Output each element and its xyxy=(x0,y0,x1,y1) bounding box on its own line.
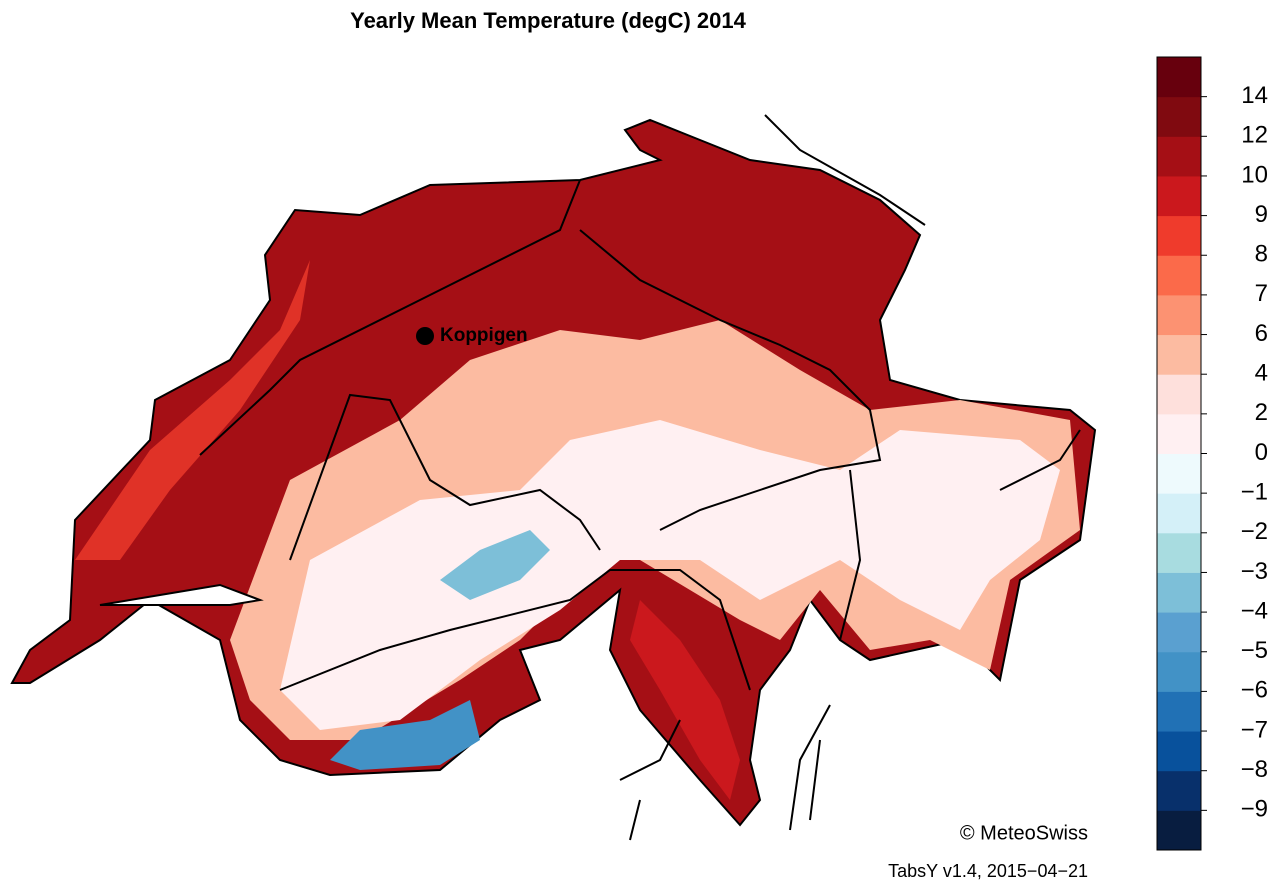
lake-geneva xyxy=(99,583,264,606)
colorbar-segment xyxy=(1157,731,1201,772)
location-label: Koppigen xyxy=(440,325,528,346)
colorbar-tick-label: −8 xyxy=(1241,756,1268,783)
map-title: Yearly Mean Temperature (degC) 2014 xyxy=(350,8,747,33)
colorbar-segment xyxy=(1157,770,1201,811)
colorbar-tick-label: 2 xyxy=(1255,399,1268,426)
colorbar-segment xyxy=(1157,413,1201,454)
colorbar-tick-label: −9 xyxy=(1241,796,1268,823)
canton-borders xyxy=(199,179,1081,691)
colorbar-segment xyxy=(1157,294,1201,336)
southern-valley xyxy=(630,600,740,800)
southern-lakes xyxy=(619,704,831,841)
colorbar-segment xyxy=(1157,493,1201,534)
glacier-region xyxy=(330,700,480,770)
colorbar-tick-label: 10 xyxy=(1241,161,1268,188)
colorbar-tick-label: 7 xyxy=(1255,280,1268,307)
colorbar-segment xyxy=(1157,532,1201,573)
colorbar-tick-label: 6 xyxy=(1255,320,1268,347)
colorbar-tick-label: 12 xyxy=(1241,122,1268,149)
colorbar-segment xyxy=(1157,334,1201,375)
glacier-region xyxy=(440,530,550,600)
colorbar-tick-label: 9 xyxy=(1255,201,1268,228)
colorbar-tick-label: 14 xyxy=(1241,82,1268,109)
colorbar-segment xyxy=(1157,57,1201,98)
colorbar-segment xyxy=(1157,215,1201,256)
colorbar-tick-label: −6 xyxy=(1241,677,1268,704)
temperature-map: Koppigen xyxy=(10,114,1097,841)
colorbar-tick-label: −7 xyxy=(1241,716,1268,743)
colorbar-segment xyxy=(1157,175,1201,217)
colorbar-segment xyxy=(1157,374,1201,415)
colorbar-tick-label: 0 xyxy=(1255,439,1268,466)
colorbar-segment xyxy=(1157,136,1201,177)
colorbar: −9 −8 −7 −6 −5 −4 −3 −2 −1 0 2 4 6 7 8 9 10 12 14 xyxy=(1156,56,1268,851)
colorbar-segment xyxy=(1157,810,1201,851)
colorbar-tick-label: −3 xyxy=(1241,558,1268,585)
high-alpine-region xyxy=(280,420,1060,730)
colorbar-tick-label: −1 xyxy=(1241,478,1268,505)
colorbar-segment xyxy=(1157,612,1201,653)
colorbar-tick-label: −5 xyxy=(1241,637,1268,664)
lake-constance xyxy=(764,114,926,226)
colorbar-segment xyxy=(1157,572,1201,613)
colorbar-segment xyxy=(1157,255,1201,296)
colorbar-segment xyxy=(1157,691,1201,732)
colorbar-tick-label: −2 xyxy=(1241,518,1268,545)
lowland-band xyxy=(75,260,310,560)
location-marker xyxy=(416,327,434,345)
colorbar-segment xyxy=(1157,453,1201,494)
colorbar-tick-label: 8 xyxy=(1255,241,1268,268)
credit: © MeteoSwiss xyxy=(960,822,1088,844)
colorbar-segment xyxy=(1157,96,1201,137)
colorbar-tick-label: 4 xyxy=(1255,360,1268,387)
colorbar-segment xyxy=(1157,651,1201,692)
colorbar-tick-label: −4 xyxy=(1241,597,1268,624)
version-note: TabsY v1.4, 2015−04−21 xyxy=(888,861,1088,881)
